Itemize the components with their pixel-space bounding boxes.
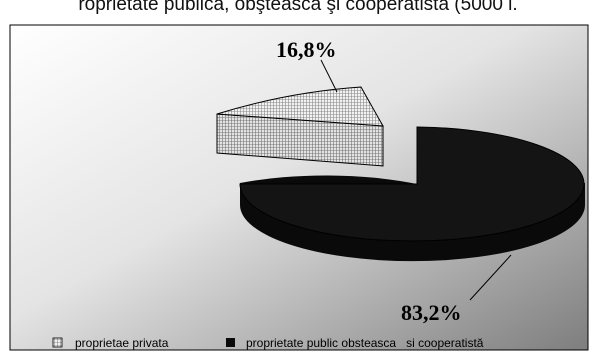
pie-slice-private [216, 86, 384, 127]
legend-swatch-private [52, 337, 63, 348]
data-label-private: 16,8% [276, 37, 337, 62]
chart-title: roprietate publica, obştească şi coopera… [78, 0, 518, 15]
data-label-public: 83,2% [401, 300, 462, 325]
legend-label-private: proprietae privata [75, 336, 169, 350]
leader-line-public [469, 254, 512, 301]
leader-line-private [320, 59, 338, 93]
legend-label-public: proprietate public obsteasca si cooperat… [246, 336, 484, 350]
legend-swatch-public [226, 338, 235, 347]
pie-slice-public [239, 126, 585, 242]
